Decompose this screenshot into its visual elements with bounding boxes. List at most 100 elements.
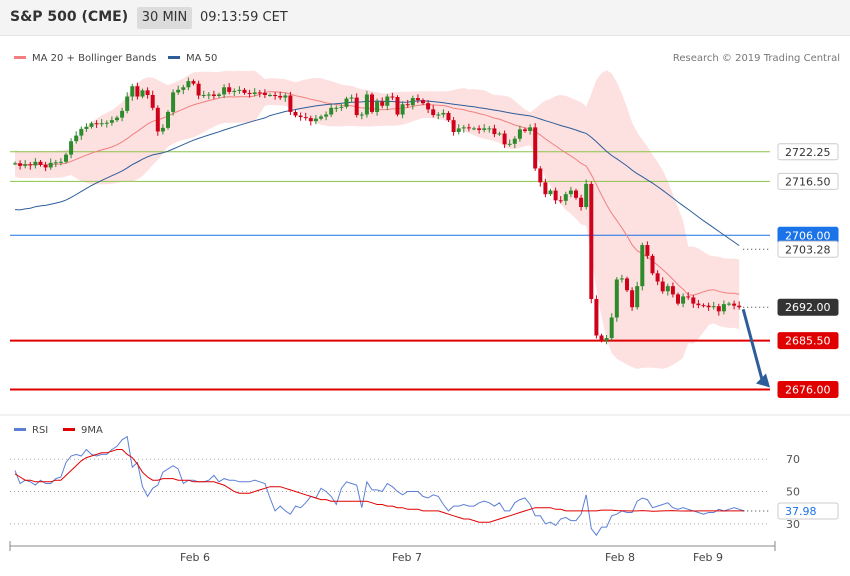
candle-body <box>242 89 247 93</box>
x-tick-label: Feb 8 <box>605 551 635 564</box>
timeframe-badge[interactable]: 30 MIN <box>137 7 192 29</box>
candle <box>446 111 451 122</box>
rsi-tick-label: 30 <box>786 518 800 531</box>
candle-body <box>589 183 594 299</box>
candle <box>553 187 558 204</box>
candle-body <box>558 200 563 202</box>
candle-body <box>201 94 206 96</box>
candle <box>364 90 369 118</box>
candle-body <box>517 129 522 139</box>
candle-body <box>171 92 176 112</box>
candle-body <box>701 305 706 307</box>
candle-body <box>507 143 512 145</box>
candle <box>145 87 150 99</box>
price-legend: MA 20 + Bollinger Bands MA 50 <box>14 53 217 64</box>
candle <box>451 117 456 136</box>
candle <box>268 93 272 97</box>
candle-body <box>18 163 23 166</box>
candle-body <box>472 128 476 130</box>
candle <box>461 124 466 133</box>
candle-body <box>538 168 543 183</box>
candle-body <box>385 96 390 106</box>
candle-body <box>217 94 221 97</box>
timestamp: 09:13:59 CET <box>200 10 288 25</box>
candle-body <box>431 109 436 116</box>
level-label: 2716.50 <box>777 172 839 190</box>
candle <box>589 181 594 304</box>
candle <box>604 335 609 345</box>
candle <box>538 166 543 187</box>
candle-body <box>344 98 349 107</box>
candle <box>74 131 79 144</box>
candle <box>574 188 578 200</box>
candle <box>227 83 232 95</box>
candle-body <box>721 304 726 312</box>
candle <box>533 123 538 171</box>
candle <box>298 112 303 121</box>
candle-body <box>584 183 589 208</box>
legend-swatch <box>168 56 180 59</box>
candle <box>670 282 675 298</box>
candle <box>201 90 206 98</box>
candle-body <box>676 294 680 304</box>
candle-body <box>115 117 119 121</box>
candle-body <box>160 127 165 132</box>
candle-body <box>181 87 186 90</box>
candle-body <box>69 141 74 155</box>
candle <box>711 301 716 310</box>
candle-body <box>395 97 400 115</box>
candle <box>53 159 58 168</box>
candle <box>211 90 216 100</box>
candle <box>99 118 104 127</box>
candle <box>701 303 706 308</box>
candle-body <box>155 107 160 132</box>
candle-body <box>630 290 635 308</box>
x-tick-label: Feb 6 <box>180 551 210 564</box>
candle <box>579 194 584 211</box>
chart-credit: Research © 2019 Trading Central <box>673 53 840 64</box>
candle <box>395 95 400 117</box>
candle <box>48 158 53 170</box>
candle-body <box>497 133 502 135</box>
level-box <box>777 332 839 350</box>
candle <box>120 107 125 122</box>
candle-body <box>125 96 130 111</box>
candle <box>273 91 278 100</box>
candle-body <box>609 317 614 339</box>
candle-body <box>533 127 538 169</box>
chart-header: S&P 500 (CME) 30 MIN 09:13:59 CET <box>0 0 850 36</box>
candle <box>171 89 176 116</box>
candle <box>436 112 441 120</box>
rsi-current-label: 37.98 <box>777 502 839 520</box>
candle-body <box>390 96 395 98</box>
candle <box>33 158 38 169</box>
candle <box>563 191 568 206</box>
level-value: 2692.00 <box>785 301 831 314</box>
candle-body <box>268 94 272 96</box>
candle <box>262 89 267 99</box>
candle-body <box>543 182 548 195</box>
candle <box>303 112 308 121</box>
rsi-tick-label: 50 <box>786 486 800 499</box>
candle <box>155 105 160 136</box>
candle <box>324 111 329 121</box>
legend-swatch <box>14 56 26 59</box>
level-box <box>777 172 839 190</box>
candle <box>359 112 364 120</box>
candle-body <box>461 127 466 129</box>
candle <box>319 114 323 121</box>
candle <box>614 277 619 322</box>
candle <box>84 123 89 132</box>
candle-body <box>84 126 89 129</box>
candle <box>308 115 313 126</box>
candle <box>222 84 227 99</box>
candle-body <box>237 89 242 91</box>
candle-body <box>426 103 431 110</box>
candle-body <box>53 162 58 164</box>
candle <box>257 90 262 98</box>
candle <box>686 292 691 300</box>
candle-body <box>130 86 135 97</box>
candle-body <box>48 162 53 168</box>
candle <box>94 120 99 128</box>
candle-body <box>553 190 558 201</box>
